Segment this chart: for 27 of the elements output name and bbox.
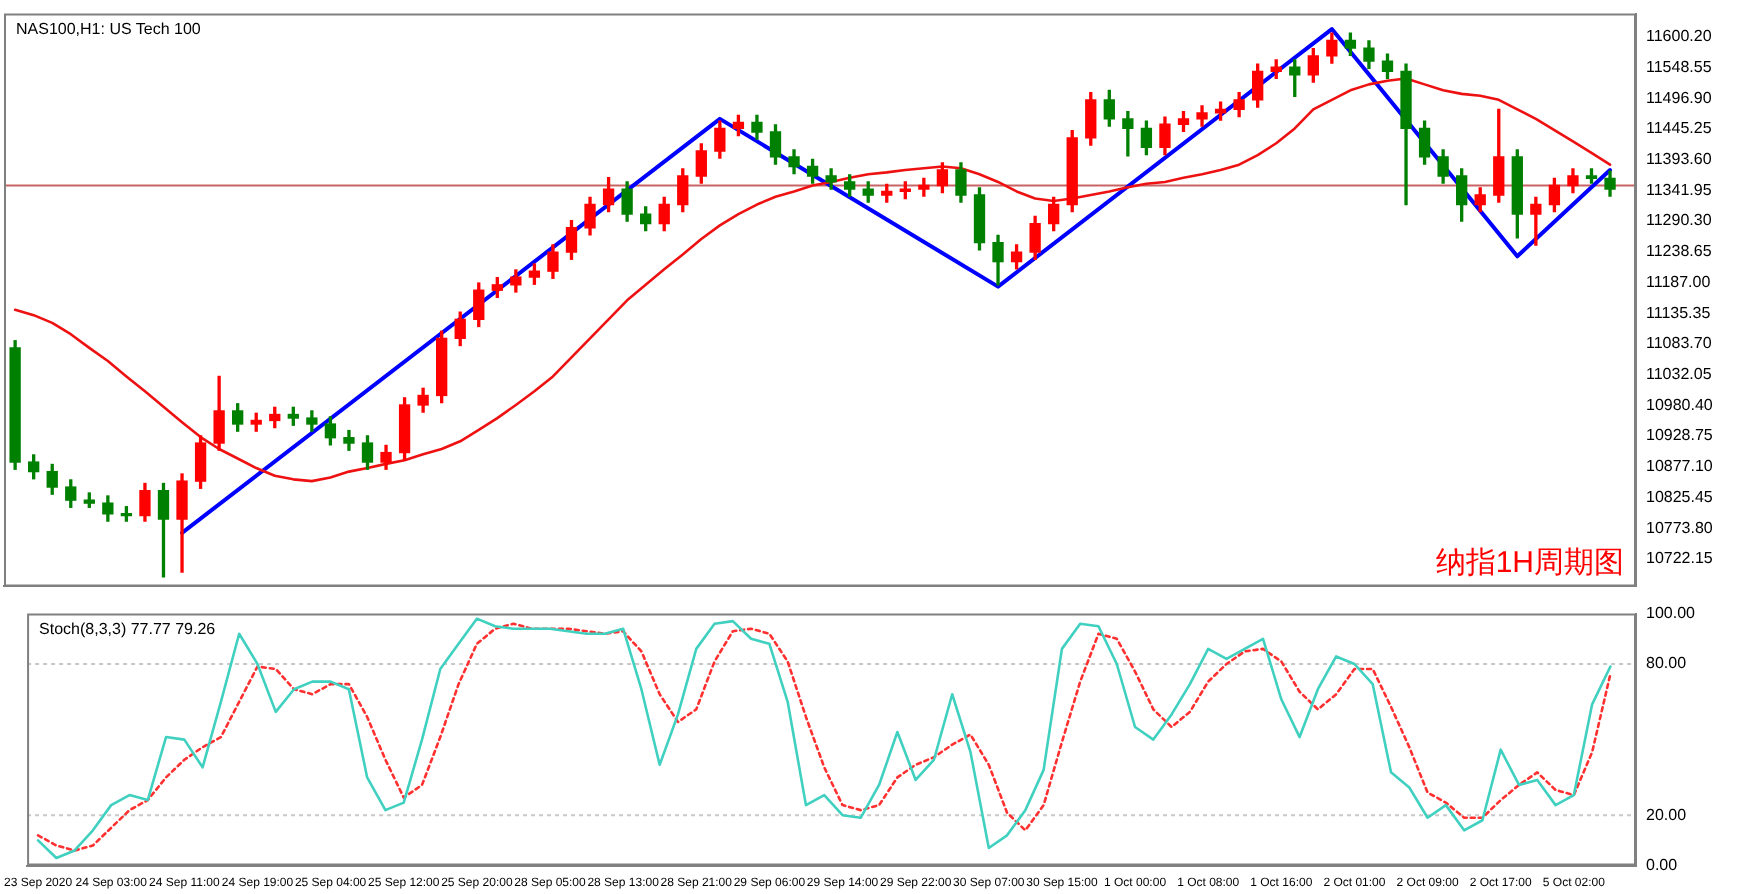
- annotation: 纳指1H周期图: [1435, 545, 1624, 580]
- y-tick-label: 11445.25: [1646, 119, 1713, 138]
- y-tick-label: 11032.05: [1646, 365, 1713, 384]
- y-tick-label: 10773.80: [1646, 518, 1714, 537]
- candlestick: [1122, 111, 1134, 157]
- y-tick-label: 11393.60: [1646, 149, 1713, 168]
- y-tick-label: 0.00: [1646, 856, 1679, 875]
- candlestick: [1530, 196, 1542, 246]
- y-tick-label: 10928.75: [1646, 426, 1714, 445]
- y-tick-label: 11238.65: [1646, 242, 1713, 261]
- y-tick-label: 10722.15: [1646, 549, 1714, 568]
- y-tick-label: 100.00: [1646, 604, 1697, 623]
- y-tick-label: 11548.55: [1646, 57, 1713, 76]
- y-tick-label: 80.00: [1646, 654, 1688, 673]
- y-tick-label: 11187.00: [1646, 272, 1712, 291]
- y-tick-label: 11341.95: [1646, 180, 1713, 199]
- chart-title: Stoch(8,3,3) 77.77 79.26: [39, 620, 217, 639]
- y-tick-label: 10825.45: [1646, 487, 1714, 506]
- y-tick-label: 11083.70: [1646, 334, 1713, 353]
- y-tick-label: 20.00: [1646, 805, 1688, 824]
- y-tick-label: 11290.30: [1646, 211, 1713, 230]
- y-tick-label: 11135.35: [1646, 303, 1712, 322]
- y-tick-label: 11600.20: [1646, 27, 1713, 46]
- y-tick-label: 11496.90: [1646, 88, 1713, 107]
- text: NAS100,H1: US Tech 100: [16, 20, 202, 39]
- y-tick-label: 10877.10: [1646, 457, 1714, 476]
- y-tick-label: 10980.40: [1646, 395, 1714, 414]
